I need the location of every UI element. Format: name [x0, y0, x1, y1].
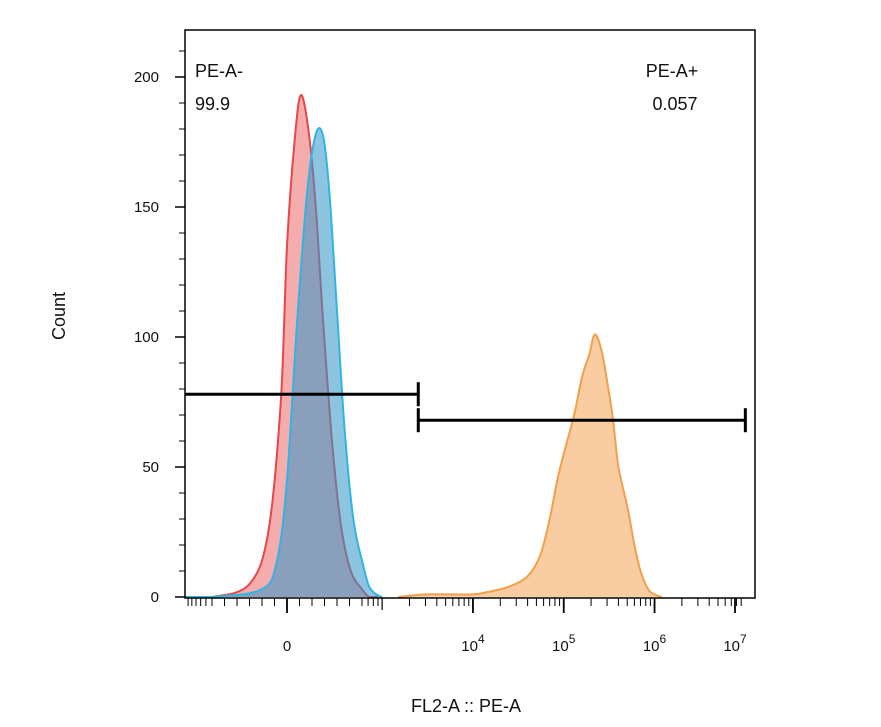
- plot-frame: [184, 29, 756, 599]
- x-tick-label: 0: [283, 638, 291, 655]
- x-tick-label: 104: [461, 632, 485, 655]
- x-tick-label: 105: [552, 632, 576, 655]
- series-layer: [185, 94, 663, 598]
- y-tick-label: 200: [134, 69, 159, 86]
- y-axis-title: Count: [49, 292, 69, 340]
- gate-label-positive-value: 0.057: [652, 94, 697, 114]
- gate-label-negative-name: PE-A-: [195, 61, 243, 81]
- y-tick-label: 150: [134, 199, 159, 216]
- series-line-2: [398, 333, 663, 598]
- x-axis: 0 104 105 106 107: [187, 598, 747, 655]
- y-tick-label: 0: [151, 589, 159, 606]
- series-line-1: [185, 127, 383, 598]
- y-tick-label: 100: [134, 329, 159, 346]
- series-area-2: [398, 334, 662, 597]
- x-tick-label: 106: [643, 632, 667, 655]
- x-axis-title: FL2-A :: PE-A: [411, 696, 521, 716]
- y-tick-label: 50: [142, 459, 159, 476]
- gate-label-positive-name: PE-A+: [646, 61, 699, 81]
- gate-layer: [185, 382, 747, 433]
- x-tick-label: 107: [723, 632, 747, 655]
- y-axis: 0 50 100 150 200: [134, 50, 185, 606]
- gate-label-negative-value: 99.9: [195, 94, 230, 114]
